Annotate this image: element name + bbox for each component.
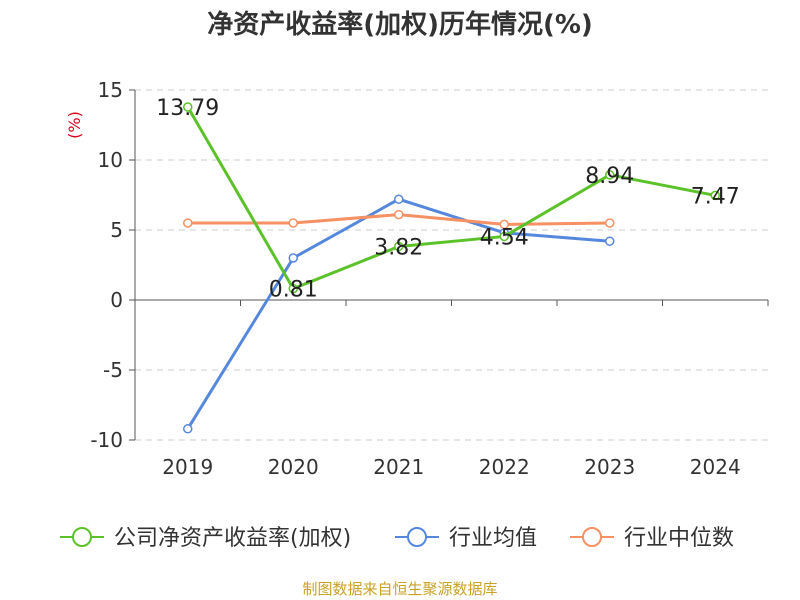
data-point xyxy=(394,194,404,204)
y-tick-label: -10 xyxy=(90,428,123,452)
legend-marker xyxy=(72,527,92,547)
y-tick-label: 0 xyxy=(110,288,123,312)
y-tick-label: 10 xyxy=(98,148,123,172)
y-axis-label: (%) xyxy=(65,111,84,139)
data-point xyxy=(183,218,193,228)
x-tick-label: 2021 xyxy=(373,455,424,479)
data-point xyxy=(605,170,615,180)
legend: 公司净资产收益率(加权) 行业均值 行业中位数 xyxy=(60,526,734,551)
y-tick-label: 5 xyxy=(110,218,123,242)
data-point xyxy=(605,218,615,228)
data-label: 3.82 xyxy=(374,236,423,261)
data-point xyxy=(183,102,193,112)
data-point xyxy=(183,424,193,434)
x-tick-label: 2022 xyxy=(479,455,530,479)
axis-layer: -10 -5 0 5 10 15 2019 2020 2021 2022 2023 2024 (%) xyxy=(65,78,769,479)
data-label: 8.94 xyxy=(585,164,634,189)
x-tick-label: 2023 xyxy=(584,455,635,479)
y-tick-label: 15 xyxy=(98,78,123,102)
x-tick-label: 2020 xyxy=(268,455,319,479)
data-label: 7.47 xyxy=(691,184,740,209)
data-point xyxy=(605,236,615,246)
data-label: 4.54 xyxy=(480,225,529,250)
x-tick-label: 2024 xyxy=(690,455,741,479)
legend-marker xyxy=(407,527,427,547)
data-point xyxy=(499,219,509,230)
data-point xyxy=(288,253,298,263)
data-point xyxy=(288,283,298,294)
grid-layer xyxy=(135,89,768,441)
data-point xyxy=(288,218,298,228)
data-label-layer: 13.79 0.81 3.82 4.54 8.94 7.47 xyxy=(156,96,739,303)
legend-label: 行业均值 xyxy=(449,526,537,551)
x-tick-label: 2019 xyxy=(162,455,213,479)
series-layer xyxy=(183,102,720,434)
series-line xyxy=(186,197,610,430)
legend-marker xyxy=(582,527,602,547)
legend-label: 公司净资产收益率(加权) xyxy=(114,526,351,551)
data-point xyxy=(710,190,720,201)
chart-title: 净资产收益率(加权)历年情况(%) xyxy=(207,10,593,40)
data-point xyxy=(394,209,404,220)
source-note: 制图数据来自恒生聚源数据库 xyxy=(302,580,498,598)
data-point xyxy=(499,231,509,242)
data-label: 13.79 xyxy=(156,96,219,121)
data-point xyxy=(394,241,404,252)
y-tick-label: -5 xyxy=(103,358,123,382)
series-line xyxy=(186,106,716,291)
data-label: 0.81 xyxy=(269,278,318,303)
legend-label: 行业中位数 xyxy=(624,526,734,551)
